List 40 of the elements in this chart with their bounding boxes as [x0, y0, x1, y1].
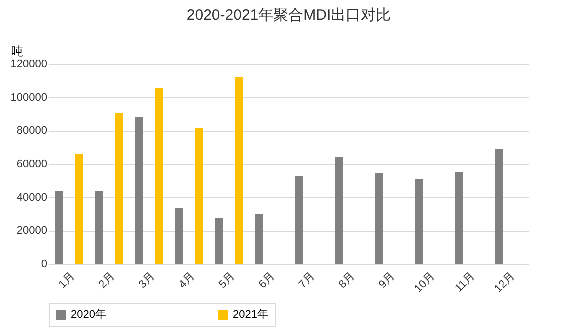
bar	[215, 218, 223, 264]
bar	[55, 192, 63, 264]
x-tick-label: 7月	[296, 270, 318, 292]
legend-label: 2021年	[233, 309, 268, 321]
x-tick-label: 6月	[256, 270, 278, 292]
bar	[455, 172, 463, 264]
bar	[335, 157, 343, 264]
y-axis-title: 吨	[12, 44, 24, 58]
bar	[295, 176, 303, 264]
bar	[175, 208, 183, 264]
bar	[195, 128, 203, 264]
x-tick-label: 4月	[176, 270, 198, 292]
legend-label: 2020年	[71, 309, 106, 321]
x-tick-label: 5月	[216, 270, 238, 292]
bar	[495, 149, 503, 264]
x-tick-label: 1月	[56, 270, 78, 292]
bar	[255, 214, 263, 264]
y-tick-label: 20000	[16, 225, 48, 238]
y-tick-label: 120000	[10, 58, 48, 70]
y-tick-label: 60000	[16, 158, 48, 170]
x-tick-label: 2月	[96, 270, 118, 292]
bar	[115, 113, 123, 264]
bar	[415, 179, 423, 264]
x-tick-label: 12月	[492, 270, 518, 296]
y-tick-label: 0	[41, 258, 48, 270]
bar	[135, 117, 143, 264]
bar	[375, 173, 383, 264]
bar	[155, 88, 163, 264]
y-tick-label: 100000	[10, 92, 48, 104]
x-tick-label: 8月	[336, 270, 358, 292]
bar	[235, 77, 243, 264]
y-tick-label: 80000	[16, 125, 48, 138]
bar	[75, 154, 83, 264]
chart-title: 2020-2021年聚合MDI出口对比	[186, 7, 392, 24]
x-tick-label: 3月	[136, 270, 158, 292]
x-tick-label: 9月	[376, 270, 398, 292]
y-tick-label: 40000	[16, 192, 48, 204]
bar	[95, 192, 103, 264]
x-tick-label: 10月	[412, 270, 438, 296]
x-tick-label: 11月	[453, 270, 478, 295]
